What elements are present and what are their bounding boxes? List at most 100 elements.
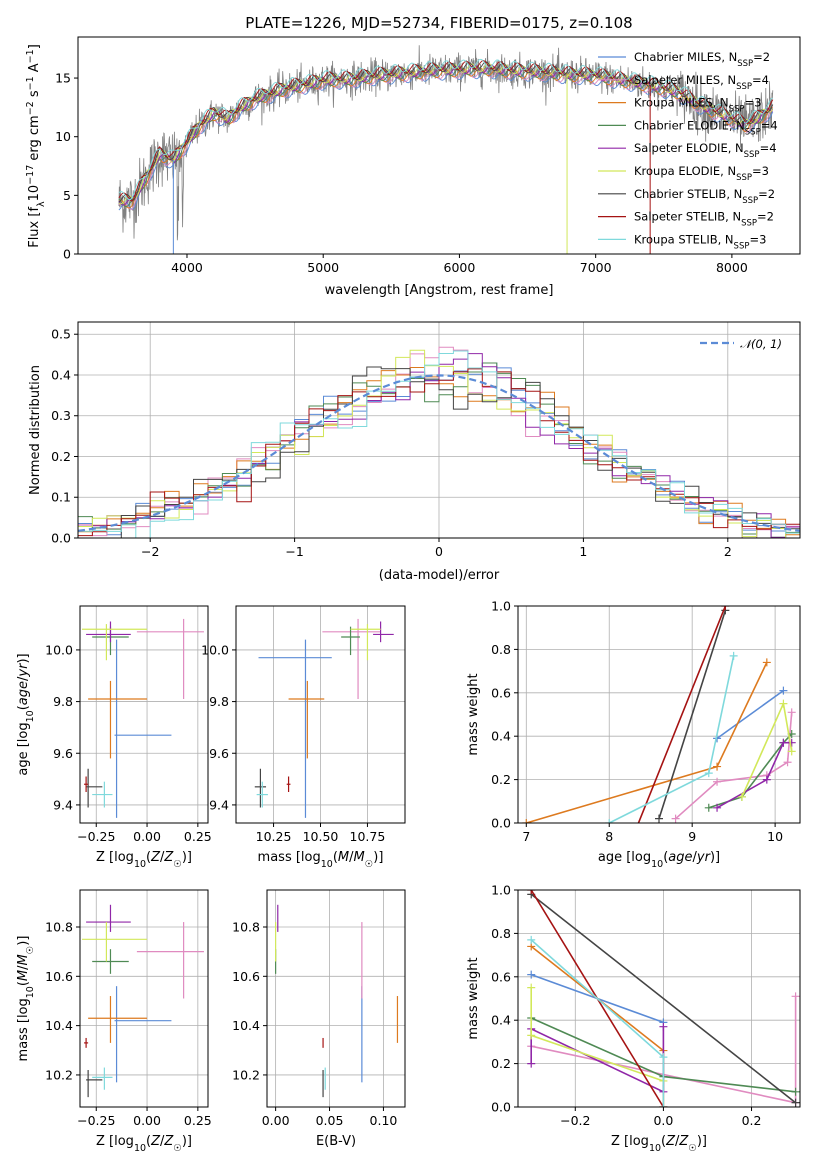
x-tick-label: −0.25: [77, 829, 115, 844]
y-tick-label: 15: [55, 71, 71, 86]
series-line: [526, 662, 768, 823]
legend-entry-salpeter-miles: Salpeter MILES, NSSP=4: [634, 73, 769, 92]
errorbar-point-chabrier-elodie: [92, 949, 129, 974]
series-line: [716, 689, 784, 740]
series-marker: [787, 747, 796, 756]
y-tick-label: 10.4: [45, 1018, 73, 1033]
x-tick-label: 10.25: [256, 829, 292, 844]
y-tick-label: 10.2: [45, 1067, 73, 1082]
y-tick-label: 5: [63, 188, 71, 203]
y-tick-label: 0.4: [491, 1013, 511, 1028]
legend-entry-kroupa-elodie: Kroupa ELODIE, NSSP=3: [634, 164, 769, 183]
y-tick-label: 0.5: [51, 327, 71, 342]
x-tick-label: 0.00: [133, 1113, 161, 1128]
errorbar-point-salpeter-elodie: [373, 621, 394, 643]
series-marker: [655, 814, 663, 823]
y-tick-label: 0.6: [491, 685, 511, 700]
y-tick-label: 10.6: [45, 969, 73, 984]
series-marker: [779, 738, 788, 747]
errorbar-point-chabrier-miles: [258, 639, 332, 818]
x-tick-label: 1: [579, 544, 587, 559]
series-marker: [779, 686, 788, 695]
series-marker: [729, 651, 738, 660]
x-tick-label: 0.05: [316, 1113, 344, 1128]
residual-histogram-kroupa-stelib: [78, 350, 800, 538]
y-tick-label: 10.8: [232, 919, 260, 934]
errorbar-point-kroupa-stelib: [92, 781, 113, 808]
mass_vs_ebv-x-label: E(B-V): [316, 1134, 356, 1149]
residuals-x-label: (data-model)/error: [379, 568, 500, 583]
residuals-y-label: Normed distribution: [28, 365, 43, 495]
series-marker: [527, 1031, 536, 1040]
y-tick-label: 0.4: [51, 367, 71, 382]
series-line: [658, 610, 727, 819]
errorbar-point-salpeter-stelib: [84, 1037, 89, 1048]
x-tick-label: 0.25: [184, 829, 212, 844]
mass-weight-series-salpeter-miles: [671, 708, 796, 823]
y-tick-label: 10: [55, 129, 71, 144]
errorbar-point-kroupa-elodie: [82, 922, 148, 962]
series-marker: [527, 983, 536, 992]
massweight_vs_age-grid: [518, 605, 800, 824]
errorbar-point-chabrier-stelib: [254, 768, 267, 808]
series-marker: [605, 819, 614, 823]
errorbar-point-salpeter-elodie: [86, 621, 131, 643]
age_vs_mass-plot-area: [254, 618, 394, 818]
mass-weight-series-kroupa-elodie: [737, 699, 796, 801]
errorbar-point-kroupa-stelib: [92, 1067, 113, 1090]
x-tick-label: −2: [141, 544, 159, 559]
series-marker: [783, 758, 792, 767]
series-marker: [791, 992, 800, 1001]
series-marker: [704, 803, 713, 812]
mass_vs_Z-panel: −0.25 0.00 0.25 10.2 10.4 10.6 10.8: [45, 889, 212, 1128]
age_vs_Z-panel: −0.25 0.00 0.25 9.4 9.6 9.8 10.0: [45, 605, 212, 844]
errorbar-point-chabrier-miles: [114, 986, 172, 1083]
x-tick-label: 6000: [444, 260, 476, 275]
massweight_vs_Z-y-label: mass weight: [466, 957, 481, 1039]
x-tick-label: −0.25: [77, 1113, 115, 1128]
model-spectrum-salpeter-stelib: [118, 60, 774, 202]
series-line: [637, 606, 727, 823]
x-tick-label: 0: [435, 544, 443, 559]
x-tick-label: 0.00: [262, 1113, 290, 1128]
series-marker: [527, 890, 536, 894]
series-marker: [787, 708, 796, 717]
age_vs_mass-panel: 10.25 10.50 10.75 9.4 9.6 9.8 10.0: [201, 605, 406, 844]
axes-frame: [235, 605, 406, 824]
errorbar-point-chabrier-elodie: [341, 626, 360, 656]
y-tick-label: 9.4: [209, 797, 229, 812]
y-tick-label: 0.3: [51, 408, 71, 423]
mass-weight-series-chabrier-miles: [713, 686, 788, 743]
y-tick-label: 0.0: [51, 531, 71, 546]
series-line: [530, 893, 797, 1104]
axes-frame: [77, 321, 801, 539]
x-tick-label: 0.10: [370, 1113, 398, 1128]
series-marker: [762, 658, 771, 667]
massweight_vs_age-x-label: age [log10(age/yr)]: [598, 850, 720, 870]
mass_vs_ebv-panel: 0.00 0.05 0.10 10.2 10.4 10.6 10.8: [232, 889, 406, 1128]
errorbar-point-salpeter-stelib: [84, 776, 89, 792]
x-tick-label: 0.00: [133, 829, 161, 844]
x-tick-label: 5000: [307, 260, 339, 275]
spectrum-panel: 4000 5000 6000 7000 8000 0 5 10 15: [55, 36, 801, 275]
x-tick-label: 10: [767, 829, 783, 844]
y-tick-label: 9.8: [53, 694, 73, 709]
massweight_vs_age-y-label: mass weight: [466, 673, 481, 755]
errorbar-point-salpeter-miles: [136, 922, 204, 999]
series-marker: [704, 769, 713, 778]
residuals-plot-area: [78, 346, 800, 538]
mass-weight-series-kroupa-miles: [522, 658, 771, 823]
y-tick-label: 10.8: [45, 919, 73, 934]
series-marker: [791, 1087, 800, 1096]
legend-entry-normal: 𝒩(0, 1): [740, 337, 782, 351]
mass_vs_Z-x-label: Z [log10(Z/Z☉)]: [96, 1134, 192, 1154]
age_vs_Z-plot-area: [82, 618, 204, 818]
legend-entry-kroupa-miles: Kroupa MILES, NSSP=3: [634, 96, 761, 115]
errorbar-point-kroupa-miles: [288, 680, 325, 759]
series-marker: [721, 606, 730, 610]
y-tick-label: 0.0: [491, 816, 511, 831]
normal-distribution-curve: [78, 374, 800, 532]
mass-weight-series-kroupa-stelib: [527, 935, 668, 1107]
series-marker: [713, 762, 722, 771]
